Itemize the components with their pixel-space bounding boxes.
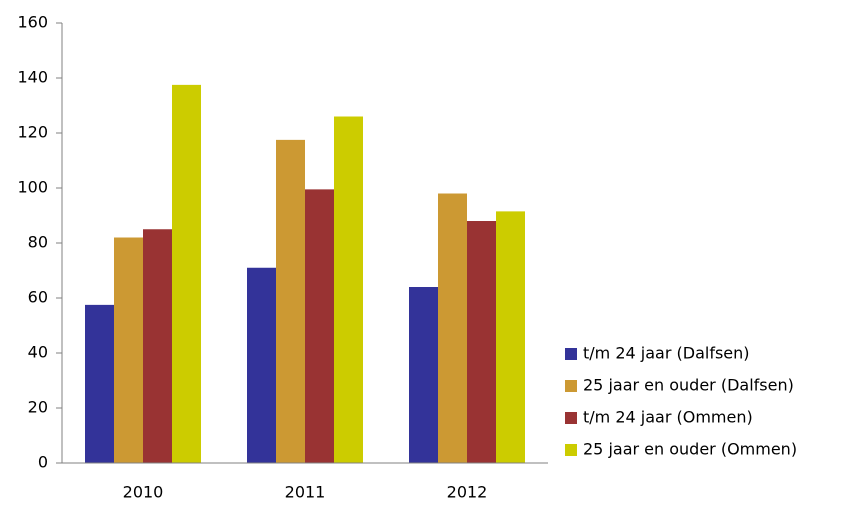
legend-swatch [565, 412, 577, 424]
y-tick-label: 120 [17, 123, 48, 142]
bar [334, 116, 363, 463]
y-tick-label: 100 [17, 178, 48, 197]
x-tick-label: 2011 [285, 483, 326, 502]
y-tick-label: 60 [28, 288, 48, 307]
y-tick-label: 140 [17, 68, 48, 87]
bar [276, 139, 305, 463]
legend-label: 25 jaar en ouder (Ommen) [583, 440, 797, 459]
legend-swatch [565, 444, 577, 456]
x-tick-label: 2012 [447, 483, 488, 502]
legend-swatch [565, 380, 577, 392]
legend-label: t/m 24 jaar (Dalfsen) [583, 344, 750, 363]
bar [305, 189, 334, 463]
y-tick-label: 0 [38, 453, 48, 472]
x-tick-label: 2010 [123, 483, 164, 502]
y-tick-label: 40 [28, 343, 48, 362]
bar [409, 287, 438, 463]
bar [247, 267, 276, 463]
bar [85, 304, 114, 463]
legend-label: 25 jaar en ouder (Dalfsen) [583, 376, 794, 395]
legend-label: t/m 24 jaar (Ommen) [583, 408, 753, 427]
bar [143, 229, 172, 463]
bar [172, 84, 201, 463]
y-tick-label: 20 [28, 398, 48, 417]
legend-swatch [565, 348, 577, 360]
y-tick-label: 80 [28, 233, 48, 252]
bar [496, 211, 525, 463]
y-tick-label: 160 [17, 13, 48, 32]
bar [467, 221, 496, 463]
bar [438, 193, 467, 463]
bar [114, 237, 143, 463]
